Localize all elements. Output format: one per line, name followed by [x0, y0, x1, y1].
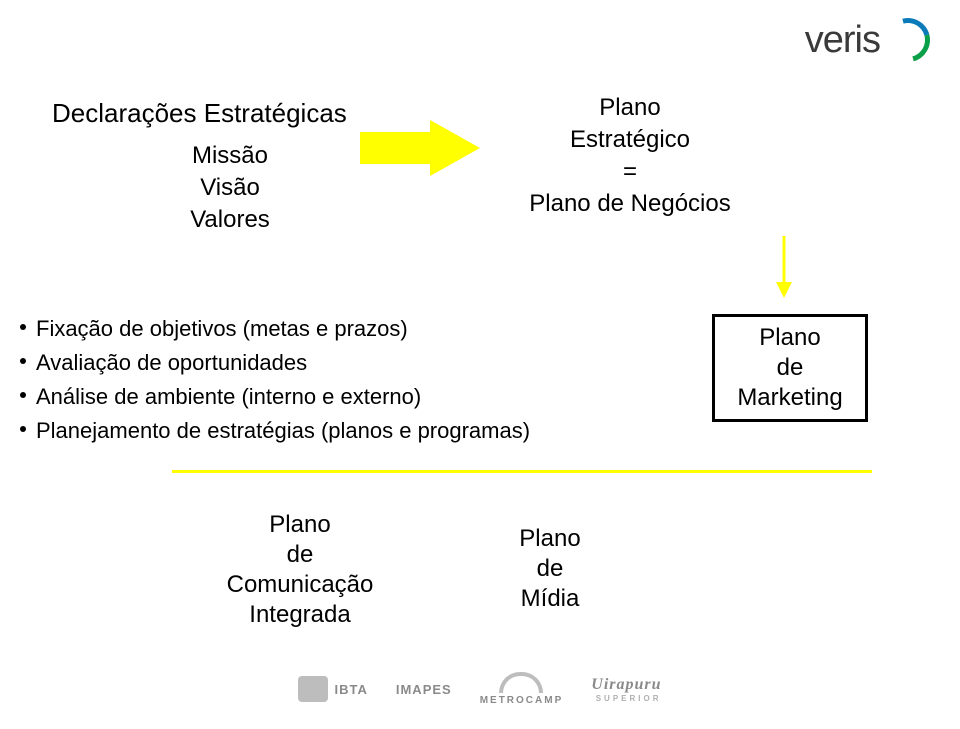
plan-line: Plano de Negócios [500, 188, 760, 220]
comms-line: Comunicação [190, 570, 410, 600]
bullet-item: Planejamento de estratégias (planos e pr… [20, 414, 530, 448]
marketing-line: de [729, 353, 851, 383]
footer-logo-label: IMAPES [396, 682, 452, 697]
marketing-box: Plano de Marketing [712, 314, 868, 422]
bullet-text: Análise de ambiente (interno e externo) [36, 380, 421, 414]
footer-logo-imapes: IMAPES [396, 672, 452, 706]
declarations-line: Valores [150, 204, 310, 236]
media-line: Plano [480, 524, 620, 554]
logo-shape-icon [298, 676, 328, 702]
footer-logo-label: Uirapuru [591, 676, 661, 693]
marketing-line: Plano [729, 323, 851, 353]
strategic-plan-block: Plano Estratégico = Plano de Negócios [500, 92, 760, 220]
comms-line: Plano [190, 510, 410, 540]
logo-arc-icon [499, 672, 543, 693]
plan-line: Estratégico [500, 124, 760, 156]
footer-logo-uirapuru: Uirapuru SUPERIOR [591, 672, 661, 706]
bullet-icon [20, 426, 26, 432]
bullet-text: Fixação de objetivos (metas e prazos) [36, 312, 408, 346]
plan-line: = [500, 156, 760, 188]
declarations-line: Visão [150, 172, 310, 204]
bullet-text: Avaliação de oportunidades [36, 346, 307, 380]
plan-line: Plano [500, 92, 760, 124]
footer-logo-metrocamp: METROCAMP [480, 672, 564, 706]
bullet-item: Análise de ambiente (interno e externo) [20, 380, 530, 414]
bullet-item: Fixação de objetivos (metas e prazos) [20, 312, 530, 346]
comms-line: Integrada [190, 600, 410, 630]
comms-line: de [190, 540, 410, 570]
footer-logo-label: METROCAMP [480, 695, 564, 706]
comms-plan-block: Plano de Comunicação Integrada [190, 510, 410, 630]
media-line: de [480, 554, 620, 584]
media-plan-block: Plano de Mídia [480, 524, 620, 614]
brand-swoosh-icon [878, 10, 938, 70]
bullet-icon [20, 358, 26, 364]
footer-logo-ibta: IBTA [298, 672, 367, 706]
footer-logos: IBTA IMAPES METROCAMP Uirapuru SUPERIOR [0, 672, 960, 706]
bullet-text: Planejamento de estratégias (planos e pr… [36, 414, 530, 448]
footer-logo-sublabel: SUPERIOR [591, 694, 661, 703]
bullet-list: Fixação de objetivos (metas e prazos) Av… [20, 312, 530, 448]
arrow-down-icon [776, 236, 792, 298]
declarations-heading: Declarações Estratégicas [52, 98, 347, 129]
footer-logo-label: IBTA [334, 682, 367, 697]
bullet-icon [20, 392, 26, 398]
marketing-line: Marketing [729, 383, 851, 413]
brand-logo: veris [805, 18, 930, 62]
media-line: Mídia [480, 584, 620, 614]
declarations-lines: Missão Visão Valores [150, 140, 310, 236]
brand-text: veris [805, 19, 880, 62]
arrow-right-icon [360, 120, 480, 176]
declarations-line: Missão [150, 140, 310, 172]
bullet-icon [20, 324, 26, 330]
divider-line [172, 470, 872, 473]
bullet-item: Avaliação de oportunidades [20, 346, 530, 380]
